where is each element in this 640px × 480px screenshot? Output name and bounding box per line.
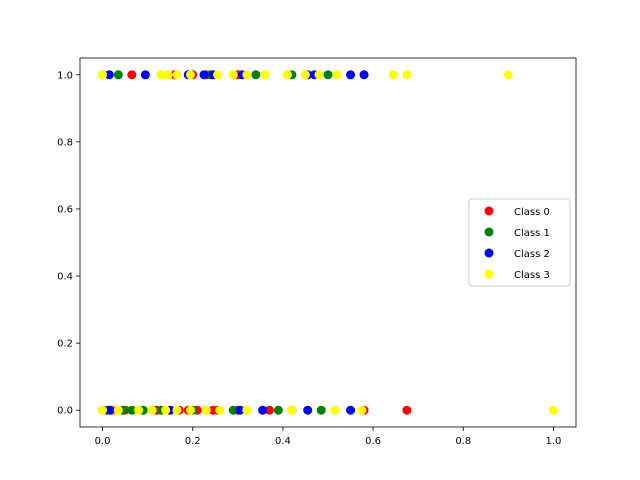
data-point (172, 405, 182, 415)
plot-frame (79, 57, 577, 428)
data-point (548, 405, 558, 415)
data-point (503, 70, 513, 80)
series-1 (98, 70, 333, 415)
data-point (300, 70, 310, 80)
data-point (357, 405, 367, 415)
data-point (359, 70, 369, 80)
data-point (127, 405, 137, 415)
data-point (323, 70, 333, 80)
data-point (140, 70, 150, 80)
data-point (213, 70, 223, 80)
x-tick-label: 0.0 (95, 436, 111, 447)
y-tick-label: 1.0 (57, 70, 73, 81)
data-point (185, 405, 195, 415)
data-point (264, 405, 274, 415)
y-tick-label: 0.8 (57, 137, 73, 148)
data-point (228, 405, 238, 415)
data-point (242, 70, 252, 80)
y-tick-label: 0.4 (57, 272, 73, 283)
data-point (127, 70, 137, 80)
data-point (215, 405, 225, 415)
legend-label: Class 2 (514, 249, 550, 260)
data-point (402, 70, 412, 80)
data-point (104, 405, 114, 415)
data-point (273, 405, 283, 415)
data-point (134, 405, 144, 415)
x-tick-label: 0.2 (185, 436, 201, 447)
legend-label: Class 1 (514, 228, 550, 239)
data-point (228, 70, 238, 80)
legend-label: Class 0 (514, 207, 550, 218)
x-tick-label: 1.0 (546, 436, 562, 447)
data-point (104, 70, 114, 80)
data-point (113, 405, 123, 415)
legend: Class 0 Class 1 Class 2 Class 3 (468, 198, 571, 287)
data-point (251, 70, 261, 80)
data-point (156, 70, 166, 80)
legend-marker (484, 227, 494, 237)
data-point (314, 70, 324, 80)
x-tick-label: 0.8 (455, 436, 471, 447)
points-layer (98, 70, 558, 415)
y-tick-label: 0.6 (57, 204, 73, 215)
legend-marker (484, 206, 494, 216)
data-point (258, 405, 268, 415)
data-point (332, 70, 342, 80)
data-point (147, 405, 157, 415)
legend-box (468, 198, 571, 287)
legend-marker (484, 248, 494, 258)
data-point (98, 405, 108, 415)
data-point (163, 70, 173, 80)
legend-marker (484, 269, 494, 279)
data-point (346, 405, 356, 415)
series-2 (104, 70, 369, 415)
data-point (316, 405, 326, 415)
data-point (235, 405, 245, 415)
x-tick-label: 0.6 (365, 436, 381, 447)
x-tick-label: 0.4 (275, 436, 291, 447)
y-tick-label: 0.2 (57, 339, 73, 350)
y-tick-label: 0.0 (57, 406, 73, 417)
series-0 (98, 70, 412, 415)
data-point (303, 405, 313, 415)
data-point (260, 70, 270, 80)
x-axis: 0.0 0.2 0.4 0.6 0.8 1.0 (95, 427, 562, 447)
legend-label: Class 3 (514, 270, 550, 281)
data-point (161, 405, 171, 415)
data-point (282, 70, 292, 80)
data-point (330, 405, 340, 415)
data-point (242, 405, 252, 415)
data-point (113, 70, 123, 80)
data-point (98, 70, 108, 80)
data-point (287, 405, 297, 415)
y-axis: 0.0 0.2 0.4 0.6 0.8 1.0 (57, 70, 80, 417)
data-point (201, 405, 211, 415)
data-point (388, 70, 398, 80)
data-point (402, 405, 412, 415)
data-point (199, 70, 209, 80)
data-point (172, 70, 182, 80)
series-3 (98, 70, 558, 415)
data-point (346, 70, 356, 80)
data-point (185, 70, 195, 80)
